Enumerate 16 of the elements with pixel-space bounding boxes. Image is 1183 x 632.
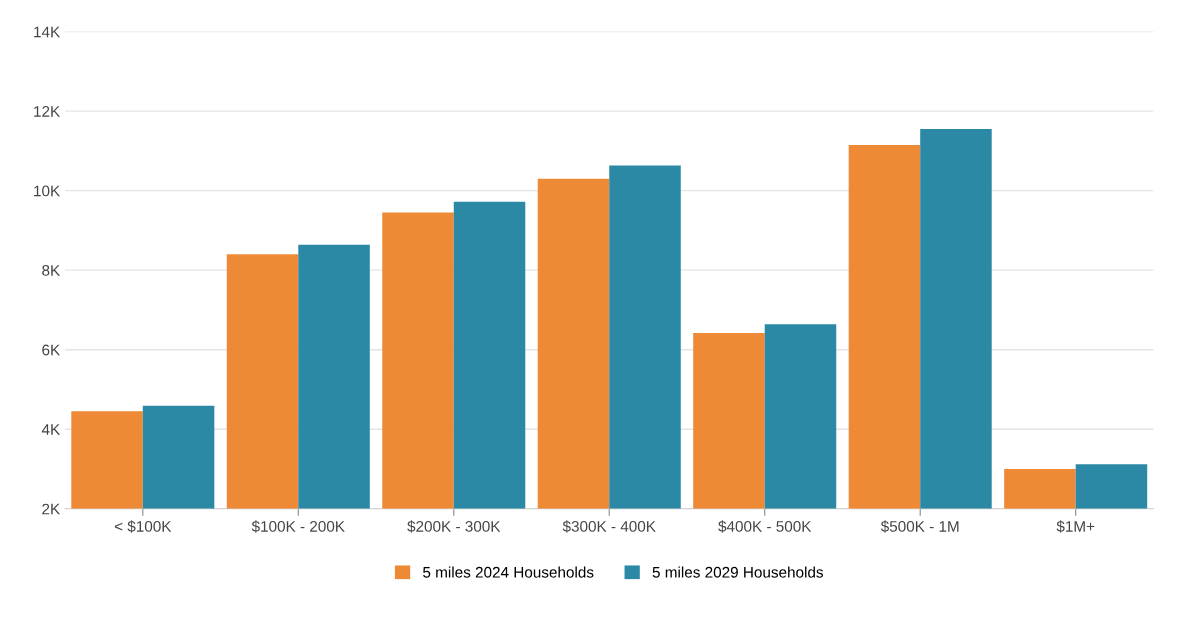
x-tick-label: < $100K <box>114 520 172 533</box>
y-tick-label: 12K <box>34 105 61 117</box>
x-tick-label: $200K - 300K <box>407 520 501 533</box>
x-tick-label: $400K - 500K <box>718 520 812 533</box>
y-tick-label: 4K <box>41 424 61 435</box>
x-tick-label: $1M+ <box>1056 520 1095 533</box>
legend-label: 5 miles 2024 Households <box>423 566 594 578</box>
x-tick-label: $300K - 400K <box>562 520 656 533</box>
x-tick-label: $500K - 1M <box>880 520 959 533</box>
x-tick-label: $100K - 200K <box>251 520 345 533</box>
y-tick-label: 10K <box>34 185 61 197</box>
y-tick-label: 6K <box>42 344 61 356</box>
y-tick-label: 14K <box>34 26 61 38</box>
legend-label: 5 miles 2029 Households <box>652 566 824 578</box>
y-tick-label: 8K <box>42 265 61 276</box>
y-tick-label: 2K <box>42 503 61 515</box>
